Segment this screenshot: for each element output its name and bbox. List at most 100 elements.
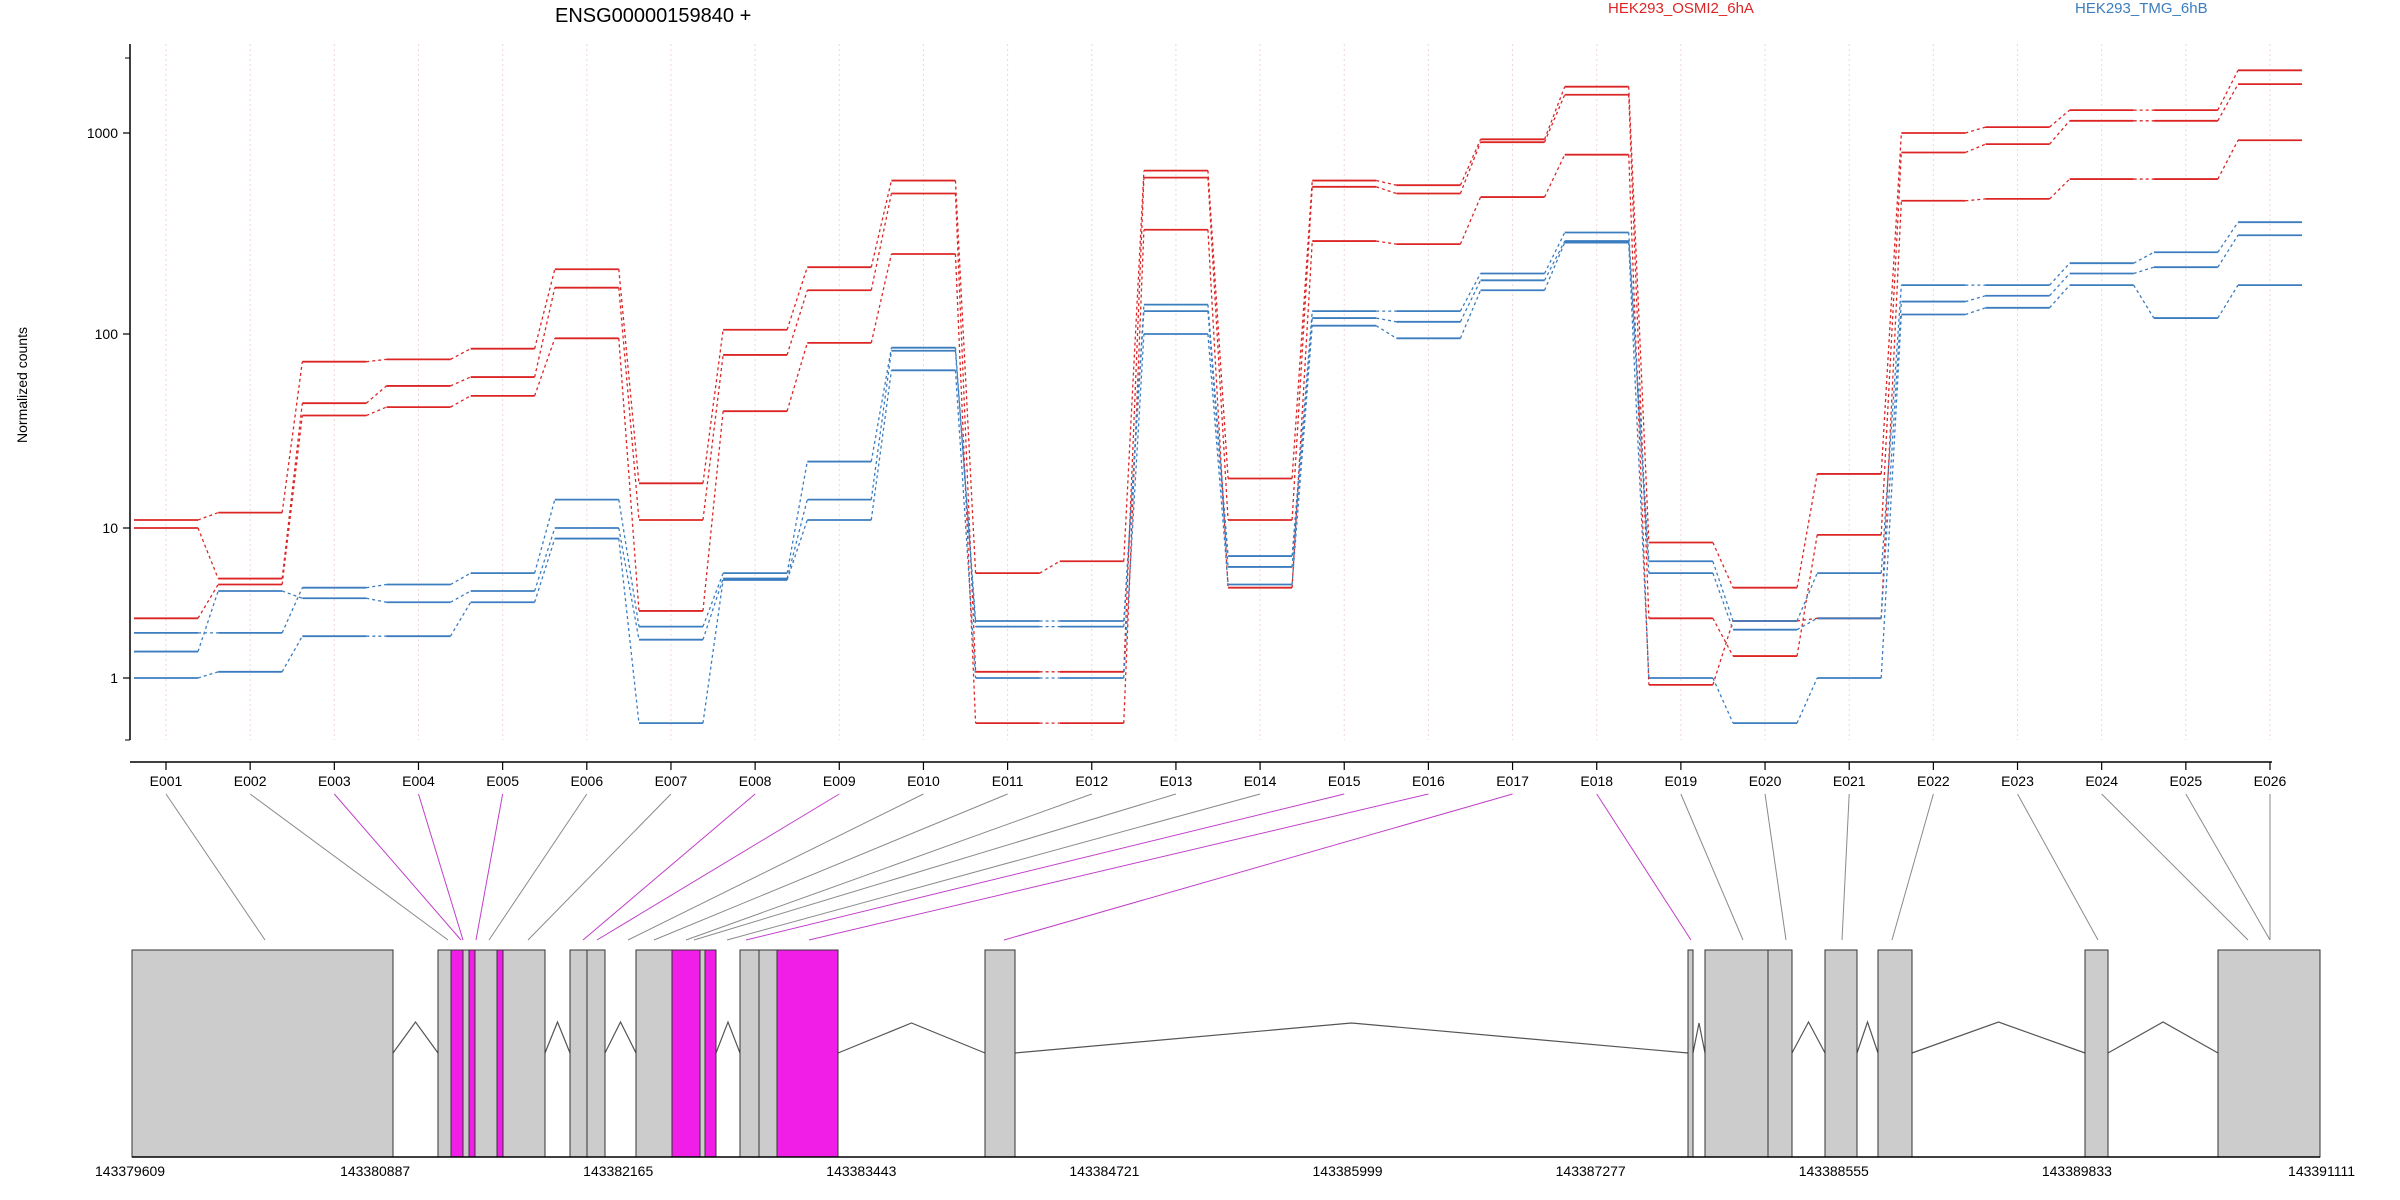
exon-box [739, 949, 760, 1158]
series-connector [2049, 273, 2071, 297]
bin-connector [2185, 793, 2271, 941]
series-connector [1880, 200, 1903, 619]
series-connector [2217, 221, 2239, 253]
y-tick-label: 1000 [87, 125, 118, 141]
exon-box [1704, 949, 1769, 1158]
series-connector [702, 578, 724, 640]
bin-connector [726, 793, 1261, 941]
series-connector [1543, 154, 1566, 198]
series-connector [1880, 285, 1903, 574]
intron-line [1014, 1022, 1689, 1054]
series-connector [1796, 534, 1818, 657]
bin-connector [1596, 793, 1692, 941]
bin-connector [2017, 793, 2099, 941]
x-tick-label: E014 [1244, 773, 1277, 789]
intron-line [1692, 1022, 1706, 1054]
bin-connector [627, 793, 924, 941]
y-tick-label: 100 [95, 326, 119, 342]
series-connector [870, 370, 893, 521]
x-tick-label: E006 [570, 773, 603, 789]
bin-connector [2101, 793, 2249, 941]
series-connector [281, 590, 303, 599]
exon-box [2084, 949, 2109, 1158]
x-tick-label: E005 [486, 773, 519, 789]
series-connector [1712, 677, 1734, 724]
y-tick-label: 10 [102, 520, 118, 536]
series-connector [197, 527, 219, 579]
series-connector [1291, 186, 1313, 521]
bin-connector [333, 793, 462, 941]
chart-title: ENSG00000159840 + [555, 5, 751, 27]
series-connector [1459, 280, 1482, 323]
series-connector [1965, 143, 1986, 154]
legend-entry-osmi2: HEK293_OSMI2_6hA [1608, 0, 1754, 17]
series-connector [1796, 473, 1818, 588]
series-connector [1796, 617, 1818, 631]
series-connector [1039, 560, 1061, 574]
series-connector [534, 338, 556, 397]
exon-box [758, 949, 778, 1158]
series-connector [1880, 132, 1903, 474]
series-connector [702, 572, 724, 627]
intron-line [715, 1020, 741, 1054]
series-connector [2049, 284, 2071, 309]
series-connector [1628, 242, 1650, 679]
bin-connector [1841, 793, 1850, 941]
series-connector [954, 193, 977, 672]
exon-box [131, 949, 394, 1158]
series-connector [2133, 251, 2155, 264]
x-tick-label: E010 [907, 773, 940, 789]
intron-line [1856, 1020, 1879, 1054]
x-tick-label: E018 [1580, 773, 1613, 789]
series-connector [450, 348, 471, 360]
series-connector [618, 527, 640, 640]
coord-tick-label: 143383443 [826, 1163, 896, 1179]
x-tick-label: E009 [823, 773, 856, 789]
bin-connector [1764, 793, 1787, 941]
coord-tick-label: 143388555 [1799, 1163, 1869, 1179]
exon-box [776, 949, 839, 1158]
series-connector [366, 406, 387, 417]
coord-tick-label: 143387277 [1556, 1163, 1626, 1179]
bin-connector [745, 793, 1345, 941]
exon-box [704, 949, 717, 1158]
series-connector [786, 519, 808, 581]
series-connector [450, 376, 471, 387]
series-connector [1376, 240, 1397, 245]
series-connector [534, 287, 556, 378]
axes: 1 10 100 1000 E001 E002 E003 E004 E005 E006 E007 E0… [87, 44, 2287, 789]
series-connector [1628, 241, 1650, 574]
x-tick-label: E025 [2169, 773, 2202, 789]
exon-box [1877, 949, 1913, 1158]
bin-connector [165, 793, 266, 941]
exon-box [462, 949, 470, 1158]
x-tick-label: E023 [2001, 773, 2034, 789]
intron-line [544, 1020, 571, 1054]
series-connector [1459, 139, 1482, 186]
exon-box [468, 949, 476, 1158]
series-0 [134, 69, 2302, 589]
x-tick-label: E008 [739, 773, 772, 789]
series-connector [197, 512, 219, 521]
gene-model: 143379609 143380887 143382165 143383443 1433… [95, 949, 2355, 1179]
exon-box [699, 949, 706, 1158]
exon-box [502, 949, 546, 1158]
series-connector [197, 671, 219, 679]
series-connector [1459, 196, 1482, 245]
x-tick-label: E024 [2085, 773, 2118, 789]
series-connector [1880, 301, 1903, 619]
series-connector [366, 358, 387, 363]
series-connector [1628, 86, 1650, 543]
series-connector [786, 461, 808, 574]
coord-tick-label: 143379609 [95, 1163, 165, 1179]
series-connector [366, 583, 387, 589]
series-connector [366, 597, 387, 603]
x-tick-label: E020 [1749, 773, 1782, 789]
bin-connector [249, 793, 449, 941]
series-connector [1712, 618, 1734, 657]
series-connector [1459, 273, 1482, 312]
series-connector [365, 385, 387, 404]
series-connector [1796, 572, 1818, 622]
series-connector [450, 572, 471, 586]
series-connector [281, 635, 303, 673]
